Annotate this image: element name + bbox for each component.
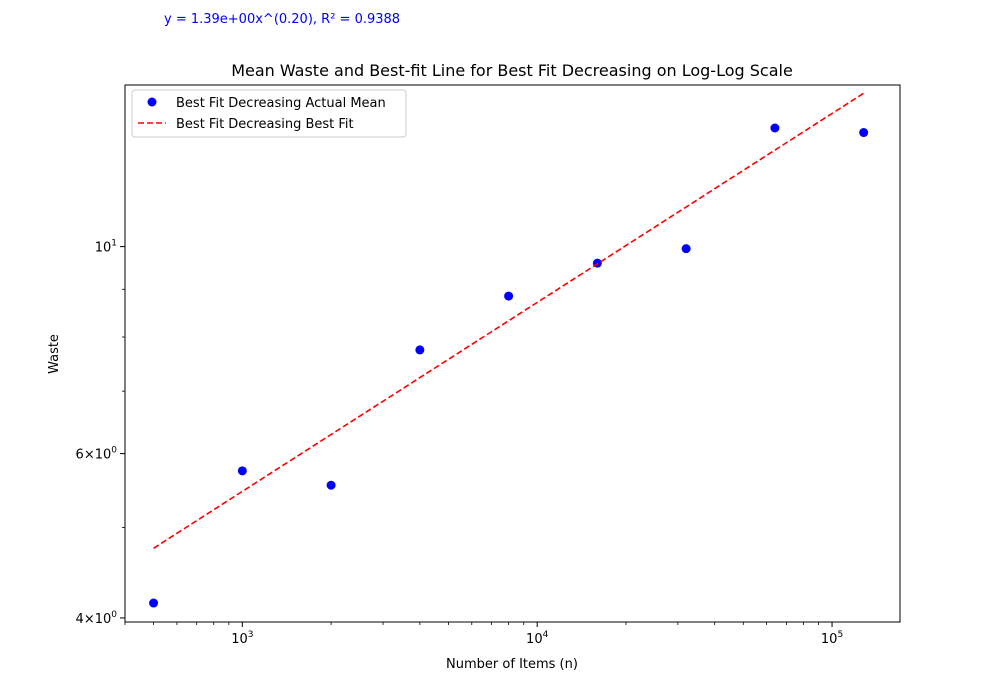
axis-ticks: 103 104 105 4×100 6×100 101: [76, 239, 844, 647]
chart-marks: [149, 92, 869, 608]
y-tick-label: 4×100: [76, 610, 118, 627]
legend: Best Fit Decreasing Actual Mean Best Fit …: [131, 89, 407, 138]
data-point: [149, 598, 159, 608]
data-point: [770, 123, 780, 133]
x-tick-label: 103: [231, 630, 253, 647]
x-tick-label: 105: [821, 630, 843, 647]
legend-label: Best Fit Decreasing Actual Mean: [176, 96, 386, 111]
legend-marker-swatch: [147, 97, 157, 107]
data-point: [859, 128, 869, 138]
plot-area: [124, 84, 901, 623]
chart-title: Mean Waste and Best-fit Line for Best Fi…: [231, 61, 793, 80]
x-tick-label: 104: [526, 630, 549, 647]
data-point: [415, 345, 425, 355]
data-point: [681, 244, 691, 254]
legend-box: [131, 89, 407, 138]
y-tick-label: 6×100: [76, 446, 118, 463]
best-fit-line: [153, 92, 865, 549]
x-axis-label: Number of Items (n): [446, 657, 578, 672]
data-point: [326, 480, 336, 490]
y-tick-label: 101: [95, 239, 117, 256]
data-point: [237, 466, 247, 476]
data-point: [504, 291, 514, 301]
y-axis-label: Waste: [47, 334, 62, 374]
fit-equation: y = 1.39e+00x^(0.20), R² = 0.9388: [164, 12, 401, 27]
legend-label: Best Fit Decreasing Best Fit: [176, 117, 354, 132]
